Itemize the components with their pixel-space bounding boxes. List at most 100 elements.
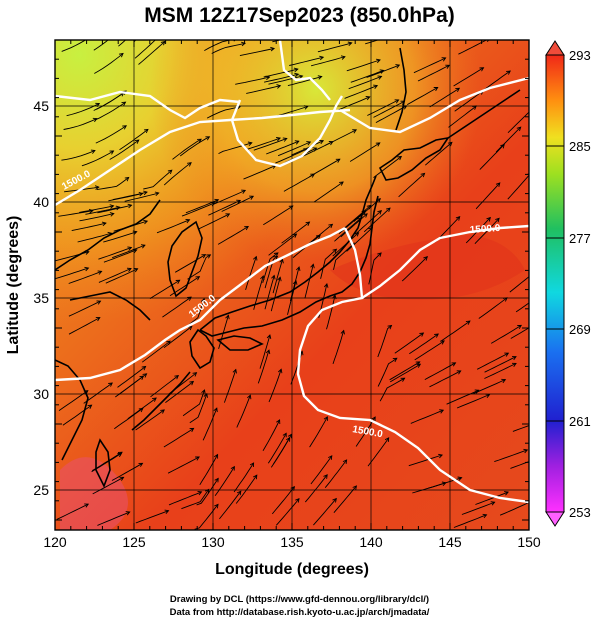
japan-honshu-coast: [199, 175, 379, 337]
streamline: [314, 181, 344, 203]
streamline-arrow: [167, 169, 173, 175]
streamline: [103, 231, 137, 243]
streamline: [373, 156, 402, 178]
colorbar-label: 261: [569, 414, 591, 429]
streamline-arrow: [377, 210, 382, 215]
streamline-arrow: [310, 173, 316, 178]
streamline: [264, 275, 275, 310]
streamline: [174, 254, 206, 273]
streamline: [355, 210, 382, 235]
streamline: [453, 514, 487, 528]
streamline: [287, 76, 322, 87]
streamline: [202, 407, 218, 441]
streamline-arrow: [201, 389, 206, 394]
colorbar-label: 253: [569, 505, 591, 520]
streamline: [271, 486, 295, 515]
streamline: [481, 70, 511, 92]
streamline: [448, 105, 477, 128]
streamline: [92, 476, 124, 495]
streamline-arrow: [214, 477, 219, 483]
streamline: [61, 40, 87, 52]
streamline: [109, 139, 140, 160]
streamline-arrow: [502, 297, 508, 302]
streamline-arrow: [154, 191, 160, 197]
streamline: [235, 76, 270, 85]
streamline-arrow: [140, 244, 146, 249]
colorbar-label: 293: [569, 48, 591, 63]
streamline: [446, 389, 479, 405]
streamline-arrow: [447, 141, 453, 147]
streamline: [108, 193, 143, 202]
streamline: [246, 85, 281, 94]
streamline: [97, 204, 132, 214]
streamline-arrow: [385, 207, 391, 213]
streamline-arrow: [335, 158, 341, 163]
streamline: [233, 462, 254, 493]
streamline-arrow: [529, 108, 533, 112]
streamline: [268, 369, 282, 403]
streamline-arrow: [241, 189, 247, 194]
streamline-arrow: [84, 266, 90, 272]
streamline-arrow: [511, 355, 517, 361]
streamline: [259, 334, 271, 369]
streamline: [135, 510, 169, 524]
streamline: [81, 150, 114, 167]
streamline-arrow: [143, 219, 149, 225]
x-tick-label: 140: [359, 534, 383, 550]
streamline: [118, 40, 127, 47]
streamline: [367, 437, 390, 467]
streamline: [124, 192, 159, 202]
streamline-arrow: [265, 75, 271, 81]
streamline-arrow: [323, 416, 328, 421]
streamline: [194, 504, 219, 530]
streamline: [484, 356, 517, 373]
streamline: [165, 381, 194, 403]
streamline: [96, 177, 129, 191]
streamline-arrow: [340, 329, 345, 335]
streamline-arrow: [201, 254, 207, 259]
colorbar-label: 277: [569, 231, 591, 246]
streamline: [475, 182, 501, 210]
streamline: [208, 199, 241, 216]
colorbar-max-arrow: [545, 40, 565, 56]
streamline-arrow: [87, 404, 93, 409]
streamline-arrow: [143, 190, 148, 196]
streamline: [181, 202, 215, 217]
streamline: [283, 173, 315, 192]
streamline-arrow: [465, 320, 471, 325]
streamline-arrow: [127, 203, 133, 209]
streamline: [267, 433, 287, 464]
streamline-arrow: [504, 491, 509, 496]
streamline: [349, 142, 381, 162]
colorbar-label: 285: [569, 139, 591, 154]
streamline: [270, 277, 281, 312]
grid-lines: [55, 40, 529, 530]
streamline: [68, 317, 101, 335]
streamline-arrow: [533, 270, 537, 274]
streamline-arrow: [282, 432, 287, 438]
streamline: [272, 259, 283, 294]
streamline-arrow: [479, 67, 485, 72]
streamline: [301, 141, 333, 158]
streamline-arrow: [441, 57, 447, 62]
streamline: [98, 247, 132, 260]
streamline-arrow: [138, 407, 144, 413]
streamline-arrow: [486, 216, 491, 222]
streamline-arrow: [392, 357, 398, 363]
streamline-arrow: [249, 462, 255, 468]
streamline-arrow: [541, 292, 545, 296]
streamline-arrow: [377, 252, 382, 257]
streamline: [111, 462, 143, 481]
streamline: [510, 327, 529, 339]
streamline: [453, 67, 484, 87]
streamline-arrow: [109, 204, 115, 209]
streamline: [211, 42, 246, 54]
streamline-arrow: [84, 503, 90, 508]
streamline: [179, 136, 210, 157]
streamline: [77, 232, 112, 243]
y-tick-label: 45: [33, 98, 49, 114]
streamline-arrow: [192, 372, 198, 377]
streamline-arrow: [317, 75, 323, 80]
streamline-arrow: [160, 409, 165, 414]
streamline: [507, 174, 529, 200]
